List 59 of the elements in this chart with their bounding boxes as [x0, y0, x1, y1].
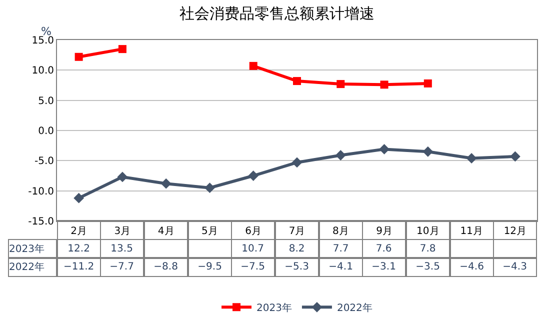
x-tick-label: 7月 [288, 226, 306, 237]
text: 2023年 [9, 244, 44, 255]
x-tick-label: 4月 [158, 226, 174, 237]
point [204, 182, 215, 194]
point [510, 151, 520, 162]
point [380, 80, 388, 89]
x-tick-label: 8月 [332, 226, 349, 237]
x-tick-label: 3月 [114, 226, 131, 237]
data-label: 7.7 [332, 244, 349, 254]
point [336, 80, 345, 88]
point [118, 45, 126, 54]
legend-label: 2023年 [256, 302, 292, 314]
y-tick-label: -15.0 [28, 216, 54, 228]
point [74, 52, 83, 61]
data-label: 10.7 [242, 244, 264, 254]
x-tick-label: 10月 [416, 226, 440, 237]
data-label: 13.5 [110, 244, 133, 254]
x-tick-label: 12月 [504, 226, 527, 237]
x-tick-label: 6月 [245, 226, 262, 237]
x-tick-label: 9月 [376, 226, 392, 237]
data-label: −3.1 [372, 262, 396, 272]
data-label: 12.2 [68, 244, 90, 254]
data-label: 8.2 [288, 244, 305, 254]
point [74, 192, 84, 204]
legend-label: 2022年 [336, 302, 372, 314]
data-label: −8.8 [154, 262, 178, 272]
y-tick-label: 10.0 [32, 66, 54, 77]
data-label: 7.6 [376, 244, 392, 254]
data-label: −7.5 [240, 262, 265, 272]
data-label: −4.1 [328, 262, 353, 272]
y-tick-label: 15.0 [32, 36, 54, 46]
data-label: −7.7 [110, 262, 134, 272]
x-tick-label: 11月 [460, 226, 483, 237]
data-label: 7.8 [420, 244, 436, 254]
x-tick-label: 2月 [70, 226, 88, 237]
data-label: −4.6 [460, 262, 484, 272]
data-label: −4.3 [502, 262, 527, 272]
text: 2022年 [9, 262, 44, 273]
data-label: −3.5 [416, 262, 440, 272]
point [249, 62, 258, 70]
point [160, 178, 172, 189]
data-label: −5.3 [284, 262, 309, 272]
x-tick-label: 5月 [202, 226, 218, 237]
point [293, 77, 301, 86]
y-tick-label: -5.0 [34, 156, 54, 168]
chart-title: 社会消费品零售总额累计增速 [180, 4, 374, 22]
point [292, 157, 302, 168]
y-tick-label: 5.0 [38, 96, 54, 107]
data-label: −9.5 [198, 262, 222, 272]
point [335, 150, 346, 160]
point [248, 170, 259, 181]
point [424, 79, 432, 88]
y-tick-label: 0.0 [38, 126, 54, 137]
point [466, 153, 477, 164]
y-tick-label: -10.0 [28, 186, 54, 198]
point [117, 172, 128, 182]
point [422, 146, 434, 157]
point [379, 144, 390, 154]
data-label: −11.2 [63, 262, 94, 272]
